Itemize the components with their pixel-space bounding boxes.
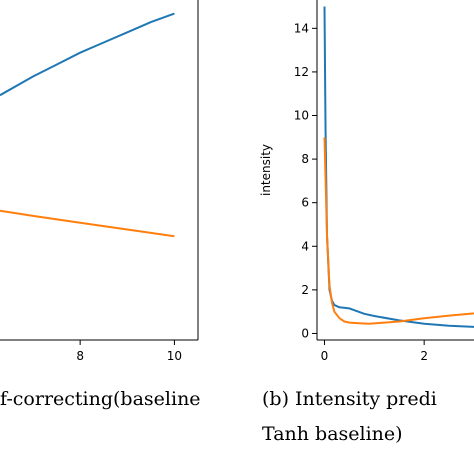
panel-a: 8 10 — [0, 0, 199, 363]
y-tick: 8 — [301, 152, 317, 166]
y-tick: 6 — [301, 196, 317, 210]
y-tick-label: 4 — [301, 239, 309, 253]
x-tick: 10 — [167, 340, 182, 363]
series-line-1 — [323, 6, 474, 328]
x-tick: 2 — [420, 340, 428, 363]
x-tick-label: 10 — [167, 349, 182, 363]
y-tick-label: 8 — [301, 152, 309, 166]
x-tick-label: 0 — [321, 349, 329, 363]
y-tick: 4 — [301, 239, 317, 253]
y-tick: 0 — [301, 326, 317, 340]
series-line-1 — [0, 12, 175, 97]
caption-b-line2: Tanh baseline) — [262, 423, 403, 445]
y-tick-label: 6 — [301, 196, 309, 210]
y-tick-label: 10 — [294, 109, 309, 123]
x-tick-label: 8 — [76, 349, 84, 363]
y-tick-label: 12 — [294, 65, 309, 79]
y-tick: 12 — [294, 65, 317, 79]
y-tick-label: 14 — [294, 21, 309, 35]
series-line-2 — [0, 209, 175, 238]
y-axis-label: intensity — [259, 144, 273, 196]
caption-a-line1: f-correcting(baseline — [0, 388, 201, 410]
caption-b-line1: (b) Intensity predi — [262, 388, 437, 410]
y-tick: 10 — [294, 109, 317, 123]
x-tick: 8 — [76, 340, 84, 363]
y-tick: 2 — [301, 283, 317, 297]
y-tick-label: 0 — [301, 326, 309, 340]
series-line-2 — [323, 137, 474, 325]
x-tick-label: 2 — [420, 349, 428, 363]
y-tick-label: 2 — [301, 283, 309, 297]
x-tick: 0 — [321, 340, 329, 363]
panel-b: 0 2 0 2 4 6 8 10 12 14 intensity — [259, 0, 474, 363]
y-tick: 14 — [294, 21, 317, 35]
